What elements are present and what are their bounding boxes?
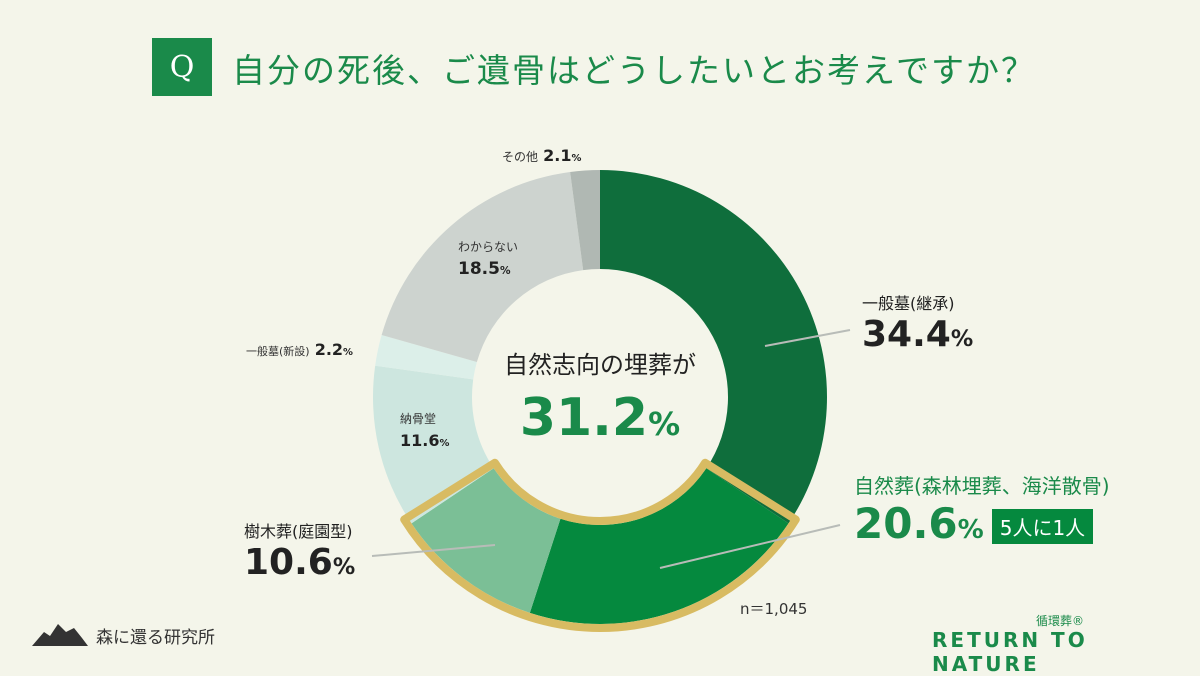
center-value: 31.2% [519, 388, 681, 448]
forest-logo-icon [32, 624, 88, 646]
brand-sub: 循環葬® [1035, 614, 1084, 628]
sample-size: n＝1,045 [740, 600, 808, 618]
donut-segment [411, 468, 561, 613]
q-badge: Q [152, 38, 212, 96]
ratio-badge: 5人に1人 [991, 509, 1094, 544]
label-columbarium: 納骨堂 11.6% [400, 412, 450, 450]
brand-logo: RETURN TO NATURE [932, 628, 1088, 676]
donut-segment [570, 170, 600, 271]
org-logo: 森に還る研究所 [30, 622, 215, 648]
label-natural-burial: 自然葬(森林埋葬、海洋散骨) 20.6% 5人に1人 [854, 474, 1110, 548]
label-tree-burial: 樹木葬(庭園型) 10.6% [244, 522, 356, 583]
value-other: 2.1 [543, 146, 572, 165]
label-new-grave: 一般墓(新設) 2.2% [246, 340, 353, 359]
donut-segment [600, 170, 827, 524]
label-inherited-grave: 一般墓(継承) 34.4% [862, 294, 974, 355]
donut-segment [375, 335, 477, 380]
leader-lines [371, 329, 851, 569]
label-other: その他 2.1% [502, 146, 582, 165]
label-unknown: わからない 18.5% [458, 240, 519, 279]
leader-line [764, 329, 851, 347]
center-label: 自然志向の埋葬が [504, 351, 696, 379]
highlight-outline [400, 458, 800, 632]
donut-segment [381, 171, 584, 363]
donut-segment [529, 468, 789, 624]
leader-line [659, 524, 841, 569]
page-title: 自分の死後、ご遺骨はどうしたいとお考えですか？ [232, 51, 1037, 90]
leader-line [371, 544, 496, 557]
